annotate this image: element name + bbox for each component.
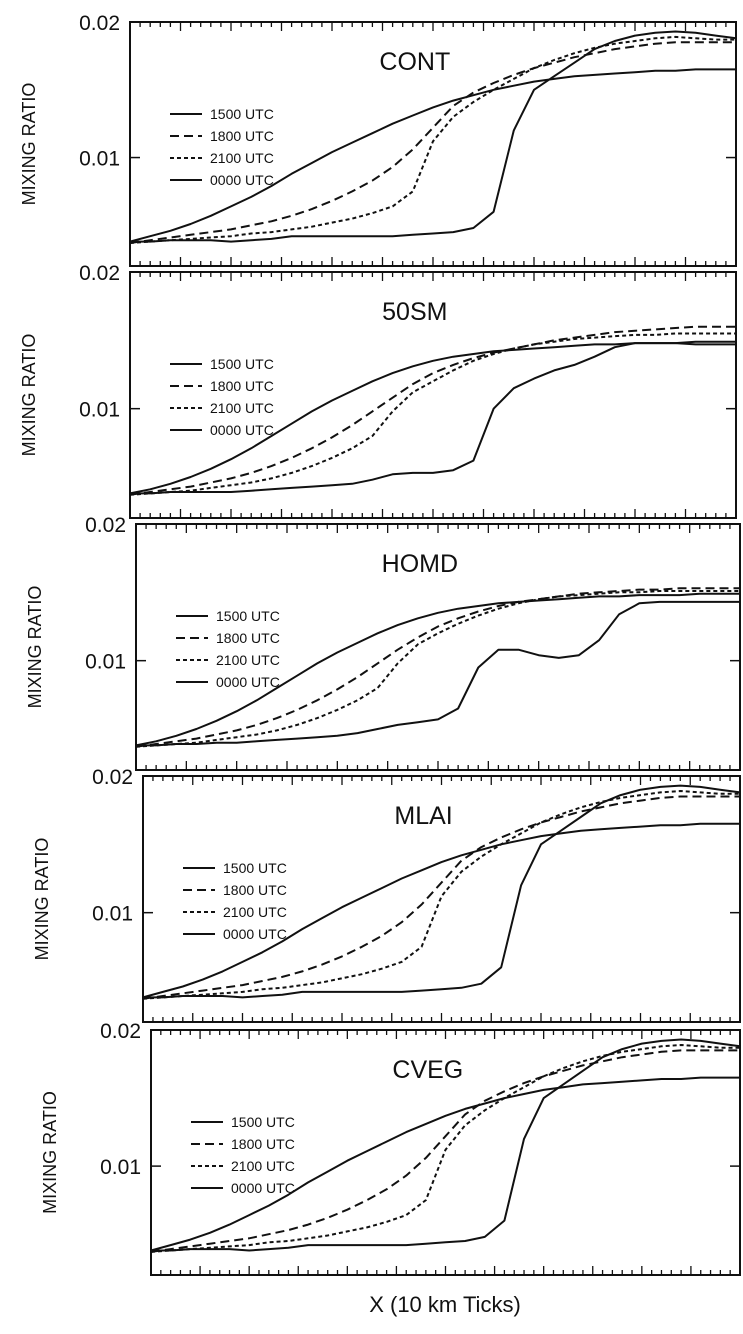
series-line [129, 41, 736, 244]
y-tick-label: 0.02 [79, 262, 120, 285]
series-line [150, 1049, 740, 1253]
panel-title: CVEG [392, 1056, 463, 1084]
y-tick-label: 0.02 [92, 766, 133, 789]
series-line [151, 1038, 741, 1252]
panel-cont: 0.02 0.01 MIXING RATIO CONT 1500 UTC 1800 UTC… [19, 12, 737, 267]
legend-label: 2100 UTC [223, 904, 287, 920]
panel-50sm: 0.02 0.01 MIXING RATIO 50SM 1500 UTC 1800 UTC… [19, 262, 737, 519]
y-tick-label: 0.02 [100, 1020, 141, 1043]
series-line [135, 592, 740, 747]
legend-label: 1800 UTC [210, 378, 274, 394]
series-line [150, 1076, 740, 1252]
panel-cveg: 0.02 0.01 MIXING RATIO CVEG 1500 UTC 1800 UTC… [40, 1020, 741, 1276]
legend-label: 2100 UTC [210, 400, 274, 416]
legend-label: 1800 UTC [210, 128, 274, 144]
series-line [135, 590, 740, 748]
legend-label: 1500 UTC [223, 860, 287, 876]
y-axis-label: MIXING RATIO [19, 334, 39, 457]
legend-label: 2100 UTC [210, 150, 274, 166]
y-tick-label: 0.02 [79, 12, 120, 35]
legend-label: 0000 UTC [223, 926, 287, 942]
legend-label: 1500 UTC [210, 106, 274, 122]
y-tick-label: 0.01 [92, 903, 133, 926]
series-line [129, 332, 736, 496]
series-line [129, 35, 736, 244]
legend-label: 1800 UTC [231, 1136, 295, 1152]
panel-title: MLAI [394, 802, 452, 830]
legend-label: 2100 UTC [216, 652, 280, 668]
series-line [142, 790, 740, 1000]
panel-mlai: 0.02 0.01 MIXING RATIO MLAI 1500 UTC 1800 UTC… [32, 766, 741, 1023]
legend-label: 1500 UTC [231, 1114, 295, 1130]
series-line [150, 1044, 740, 1253]
legend-label: 0000 UTC [216, 674, 280, 690]
legend-label: 0000 UTC [210, 422, 274, 438]
y-axis-label: MIXING RATIO [25, 586, 45, 709]
series-line [142, 822, 740, 999]
y-tick-label: 0.01 [85, 651, 126, 674]
y-axis-label: MIXING RATIO [19, 83, 39, 206]
x-axis-label: X (10 km Ticks) [369, 1292, 521, 1317]
legend-label: 1500 UTC [210, 356, 274, 372]
series-line [142, 795, 740, 1000]
series-line [130, 30, 737, 243]
panel-homd: 0.02 0.01 MIXING RATIO HOMD 1500 UTC 1800 UTC… [25, 514, 741, 771]
series-line [136, 600, 740, 747]
legend-label: 0000 UTC [210, 172, 274, 188]
y-tick-label: 0.01 [79, 399, 120, 422]
legend-label: 1500 UTC [216, 608, 280, 624]
series-line [135, 587, 740, 748]
legend-label: 0000 UTC [231, 1180, 295, 1196]
panels: 0.02 0.01 MIXING RATIO CONT 1500 UTC 1800 UTC… [19, 12, 741, 1276]
panel-title: 50SM [382, 298, 447, 326]
y-tick-label: 0.02 [85, 514, 126, 537]
series-line [129, 68, 736, 243]
legend-label: 1800 UTC [223, 882, 287, 898]
panel-title: CONT [379, 48, 450, 76]
legend-label: 1800 UTC [216, 630, 280, 646]
legend-label: 2100 UTC [231, 1158, 295, 1174]
series-line [130, 342, 736, 495]
panel-title: HOMD [382, 550, 458, 578]
y-axis-label: MIXING RATIO [40, 1091, 60, 1214]
series-line [129, 325, 736, 496]
y-tick-label: 0.01 [79, 148, 120, 171]
y-axis-label: MIXING RATIO [32, 838, 52, 961]
y-tick-label: 0.01 [100, 1156, 141, 1179]
series-line [143, 784, 741, 999]
